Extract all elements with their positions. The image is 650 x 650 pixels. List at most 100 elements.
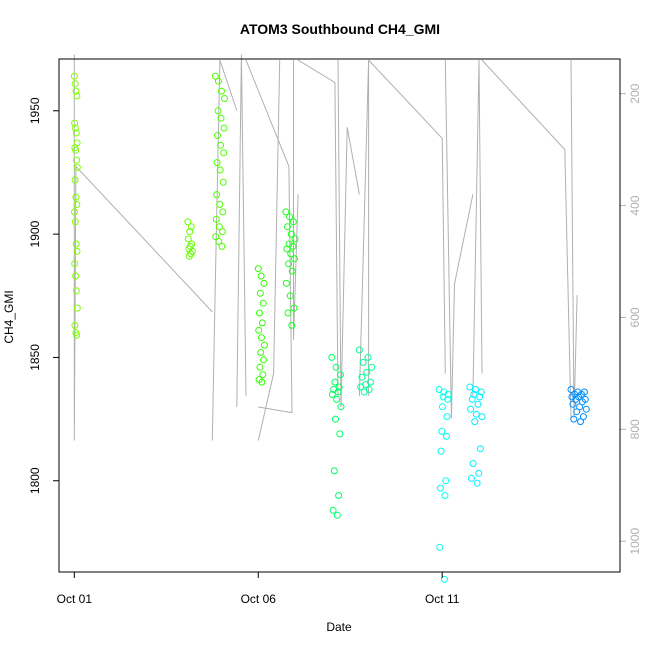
data-point [359, 358, 367, 366]
data-point [330, 467, 338, 475]
data-point [220, 149, 228, 157]
data-point [466, 383, 474, 391]
data-point [70, 72, 78, 80]
data-point [331, 378, 339, 386]
data-point [289, 242, 297, 250]
data-point [582, 405, 590, 413]
data-point [73, 201, 81, 208]
data-point [468, 395, 476, 403]
data-point [254, 265, 262, 273]
data-point [221, 95, 228, 102]
secondary-line [481, 59, 572, 419]
secondary-line [293, 60, 299, 340]
data-point [336, 371, 344, 379]
data-point [73, 247, 81, 255]
y-tick-label: 1950 [28, 97, 42, 124]
x-tick-label: Oct 11 [425, 592, 460, 606]
secondary-line [297, 59, 339, 396]
data-point [283, 245, 291, 253]
data-point [256, 363, 264, 371]
data-point [335, 383, 343, 391]
y-tick-label: 1800 [28, 467, 42, 494]
data-point [213, 159, 221, 167]
data-point [220, 124, 228, 132]
data-point [440, 575, 448, 583]
data-point [444, 395, 452, 403]
data-point [71, 124, 79, 132]
data-point [471, 418, 479, 426]
data-point [286, 213, 294, 221]
data-point [71, 208, 78, 216]
data-point [357, 383, 365, 391]
data-point [478, 413, 486, 421]
data-point [577, 418, 584, 426]
data-point [476, 393, 484, 401]
data-point [467, 405, 475, 413]
data-point [258, 334, 265, 342]
data-point [567, 386, 575, 393]
y2-tick-label: 400 [628, 195, 642, 215]
data-point [332, 363, 340, 371]
data-point [73, 156, 80, 164]
y2-tick-label: 800 [628, 419, 642, 439]
data-point [212, 215, 220, 223]
data-point [477, 388, 485, 396]
data-point [73, 304, 81, 312]
data-point [216, 166, 224, 174]
data-point [569, 400, 577, 408]
data-point [71, 119, 79, 127]
data-point [474, 400, 482, 408]
x-axis-label: Date [326, 620, 352, 634]
data-point [212, 233, 220, 241]
data-point [469, 460, 477, 467]
data-point [334, 388, 342, 396]
data-point [286, 292, 294, 300]
data-point [218, 228, 226, 236]
data-point [332, 415, 339, 423]
data-point [71, 321, 79, 329]
data-point [217, 114, 225, 122]
data-point [287, 250, 295, 258]
data-point [470, 390, 478, 398]
data-point [475, 469, 483, 477]
data-point [579, 413, 587, 421]
secondary-line [472, 60, 483, 396]
data-point [184, 218, 192, 226]
data-point [441, 492, 449, 499]
data-point [259, 299, 267, 307]
data-point [437, 447, 445, 455]
data-point [214, 77, 222, 85]
data-point [256, 289, 264, 297]
data-point [187, 223, 195, 231]
data-point [282, 208, 290, 216]
data-point [72, 146, 80, 154]
data-point [71, 260, 79, 268]
data-point [211, 72, 219, 80]
data-point [335, 492, 343, 499]
data-point [289, 218, 297, 226]
chart-title: ATOM3 Southbound CH4_GMI [240, 21, 440, 37]
data-point [328, 353, 336, 361]
data-point [214, 107, 222, 115]
data-point [186, 228, 194, 236]
data-point [218, 242, 226, 250]
y-tick-label: 1850 [28, 344, 42, 371]
x-tick-label: Oct 06 [241, 592, 277, 606]
data-point [282, 279, 290, 287]
data-point [436, 543, 444, 551]
data-point [472, 410, 480, 418]
data-point [260, 341, 268, 349]
data-point [285, 260, 293, 268]
secondary-line [245, 59, 293, 414]
secondary-line [73, 54, 213, 441]
data-point [72, 287, 80, 295]
data-point [213, 191, 221, 199]
data-point [436, 484, 444, 492]
data-point [71, 218, 79, 226]
data-point [72, 87, 80, 95]
y2-tick-label: 1000 [628, 528, 642, 555]
secondary-line [211, 59, 238, 441]
secondary-line [337, 60, 360, 408]
data-point [284, 309, 292, 317]
